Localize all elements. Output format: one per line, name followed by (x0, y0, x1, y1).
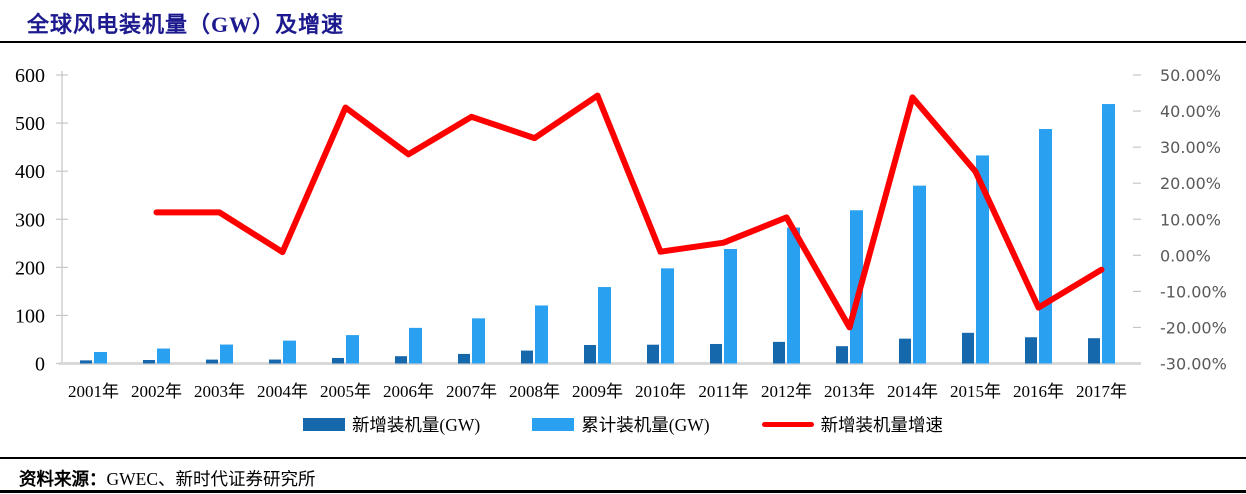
left-axis-tick-label: 0 (35, 354, 45, 376)
bar-cumulative (598, 287, 611, 364)
bar-new-installed (899, 338, 911, 364)
bar-new-installed (521, 350, 533, 364)
right-axis-tick-label: -30.00% (1160, 355, 1227, 374)
right-axis-tick-label: 20.00% (1160, 174, 1221, 193)
bar-new-installed (269, 359, 281, 364)
bar-new-installed (206, 359, 218, 364)
bar-cumulative (661, 268, 674, 364)
x-axis-label: 2007年 (446, 382, 497, 401)
x-axis-label: 2002年 (131, 382, 182, 401)
bar-new-installed (332, 357, 344, 364)
legend-item-new-installed: 新增装机量(GW) (302, 412, 481, 437)
x-axis-label: 2005年 (320, 382, 371, 401)
right-axis-tick-label: 10.00% (1160, 210, 1221, 229)
chart-svg: 600 500 400 300 200 100 0 50.00% 40.00% 30.00% 20.… (15, 65, 1227, 401)
legend-label-new-installed: 新增装机量(GW) (351, 415, 481, 435)
bar-new-installed (1088, 338, 1100, 364)
bar-cumulative (94, 352, 107, 364)
bar-cumulative (409, 327, 422, 364)
chart-title: 全球风电装机量（GW）及增速 (27, 12, 345, 37)
x-axis-label: 2003年 (194, 382, 245, 401)
bar-new-installed (647, 344, 659, 364)
left-axis-tick-label: 600 (15, 65, 45, 87)
bar-cumulative (1102, 104, 1115, 364)
bar-cumulative (346, 335, 359, 364)
x-axis-label: 2009年 (572, 382, 623, 401)
bar-new-installed (962, 332, 974, 364)
growth-line (153, 92, 1105, 331)
bar-new-installed (773, 341, 785, 364)
right-axis-tick-label: 0.00% (1160, 246, 1211, 265)
source-label: 资料来源： (19, 469, 107, 489)
left-axis-tick-label: 400 (15, 161, 45, 183)
bar-cumulative (472, 318, 485, 364)
title-underline (0, 41, 1246, 43)
left-axis-tick-label: 100 (15, 305, 45, 327)
legend-label-cumulative: 累计装机量(GW) (581, 415, 710, 435)
x-axis-label: 2006年 (383, 382, 434, 401)
x-axis-label: 2015年 (950, 382, 1001, 401)
bar-new-installed (143, 359, 155, 364)
x-axis-label: 2004年 (257, 382, 308, 401)
right-axis-tick-label: -20.00% (1160, 318, 1227, 337)
bar-cumulative (220, 344, 233, 364)
x-axis-label: 2016年 (1013, 382, 1064, 401)
x-axis-label: 2011年 (698, 382, 748, 401)
bar-new-installed (836, 346, 848, 364)
bottom-rule (0, 490, 1246, 493)
legend-swatch-growth-line (761, 422, 814, 427)
bar-new-installed (395, 356, 407, 364)
bar-cumulative (913, 185, 926, 364)
x-axis-label: 2010年 (635, 382, 686, 401)
legend: 新增装机量(GW) 累计装机量(GW) 新增装机量增速 (0, 412, 1246, 437)
bar-cumulative (157, 348, 170, 364)
bar-cumulative (976, 155, 989, 364)
x-axis-label: 2014年 (887, 382, 938, 401)
legend-swatch-cumulative (532, 418, 575, 431)
bar-new-installed (1025, 337, 1037, 364)
legend-label-growth-rate: 新增装机量增速 (820, 415, 944, 435)
right-axis-tick-label: 50.00% (1160, 66, 1221, 85)
x-axis-label: 2012年 (761, 382, 812, 401)
legend-item-growth-rate: 新增装机量增速 (761, 412, 944, 437)
source-note: 资料来源：GWEC、新时代证券研究所 (19, 466, 316, 491)
x-axis-label: 2001年 (68, 382, 119, 401)
legend-item-cumulative: 累计装机量(GW) (532, 412, 710, 437)
right-axis-tick-label: -10.00% (1160, 282, 1227, 301)
bar-cumulative (850, 210, 863, 364)
bar-new-installed (458, 353, 470, 364)
bar-new-installed (80, 360, 92, 364)
bar-cumulative (535, 305, 548, 364)
source-value: GWEC、新时代证券研究所 (106, 469, 316, 489)
bar-cumulative (283, 340, 296, 364)
bar-cumulative (1039, 128, 1052, 364)
left-axis-tick-label: 200 (15, 257, 45, 279)
footer-top-rule (0, 457, 1246, 459)
left-axis-tick-label: 500 (15, 113, 45, 135)
bar-new-installed (584, 344, 596, 364)
left-axis-tick-label: 300 (15, 209, 45, 231)
right-axis-tick-label: 30.00% (1160, 138, 1221, 157)
legend-swatch-new-installed (302, 418, 345, 431)
x-axis-label: 2008年 (509, 382, 560, 401)
bar-cumulative (787, 227, 800, 364)
x-axis-label: 2013年 (824, 382, 875, 401)
right-axis-tick-label: 40.00% (1160, 102, 1221, 121)
bar-new-installed (710, 343, 722, 364)
bar-cumulative (724, 249, 737, 364)
x-axis-label: 2017年 (1076, 382, 1127, 401)
